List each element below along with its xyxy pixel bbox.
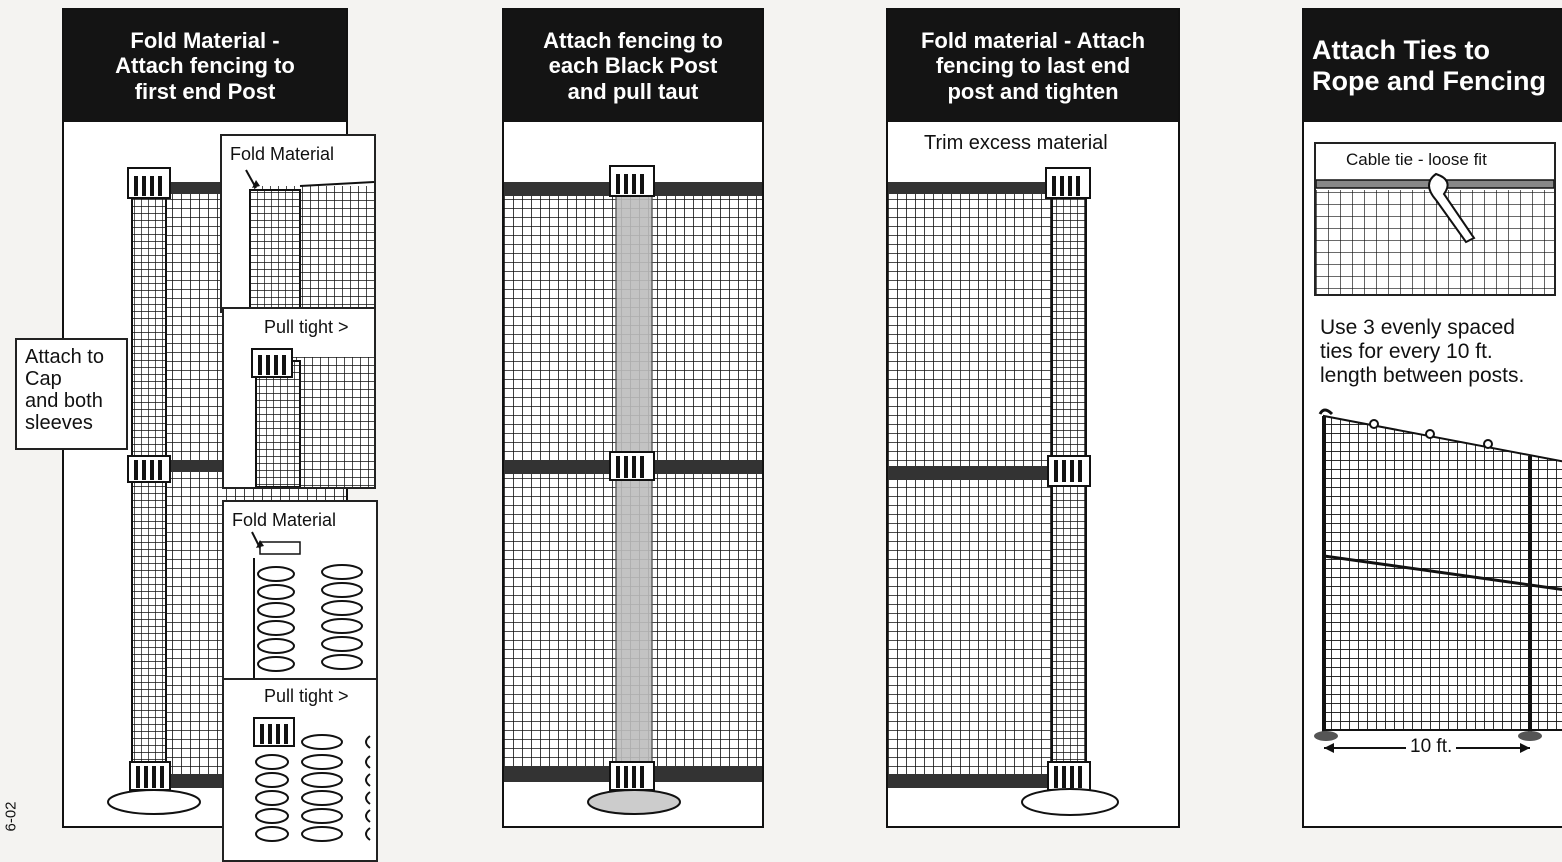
rope-fence-illustration (1314, 408, 1562, 753)
step-2-fence-illustration (504, 165, 762, 815)
inset-pull-tight-bottom: Pull tight > (222, 678, 378, 862)
dimension-label: 10 ft. (1410, 736, 1453, 757)
step-2-title: Attach fencing to each Black Post and pu… (543, 28, 723, 104)
black-post (615, 179, 653, 791)
end-post (131, 179, 167, 791)
step-3-fence-illustration (888, 167, 1119, 816)
step-4-panel: Attach Ties to Rope and Fencing Cable ti… (1302, 8, 1562, 828)
step-3-panel: Fold material - Attach fencing to last e… (886, 8, 1180, 828)
inset-fold-top-label: Fold Material (230, 144, 335, 164)
inset-pull-bottom-drawing (253, 717, 371, 842)
inset-fold-bottom-drawing (251, 531, 363, 682)
step-4-title: Attach Ties to Rope and Fencing (1312, 34, 1547, 96)
step-3-title-bar: Fold material - Attach fencing to last e… (888, 10, 1178, 122)
attach-callout: Attach to Cap and both sleeves (15, 338, 128, 450)
inset-pull-bottom-label: Pull tight > (264, 686, 349, 706)
inset-fold-material-top: Fold Material (220, 134, 376, 313)
figure-code: 6-02 (2, 801, 20, 832)
inset-pull-top-drawing (251, 348, 374, 487)
tie-instruction: Use 3 evenly spaced ties for every 10 ft… (1320, 316, 1525, 388)
step-4-title-bar: Attach Ties to Rope and Fencing (1304, 10, 1562, 122)
post-base (107, 789, 201, 815)
step-2-panel: Attach fencing to each Black Post and pu… (502, 8, 764, 828)
cable-tie-label: Cable tie - loose fit (1346, 150, 1487, 169)
inset-fold-bottom-label: Fold Material (232, 510, 337, 530)
inset-pull-tight-top: Pull tight > (222, 307, 376, 489)
cable-tie-drawing (1316, 172, 1554, 294)
step-1-title-bar: Fold Material - Attach fencing to first … (64, 10, 346, 122)
inset-fold-top-drawing (245, 169, 374, 311)
step-1-title: Fold Material - Attach fencing to first … (115, 28, 295, 104)
cable-tie-inset: Cable tie - loose fit (1314, 142, 1556, 296)
inset-fold-material-bottom: Fold Material (222, 500, 378, 684)
step-2-title-bar: Attach fencing to each Black Post and pu… (504, 10, 762, 122)
step-3-title: Fold material - Attach fencing to last e… (920, 28, 1146, 104)
trim-note: Trim excess material (924, 132, 1108, 154)
inset-pull-top-label: Pull tight > (264, 317, 349, 337)
